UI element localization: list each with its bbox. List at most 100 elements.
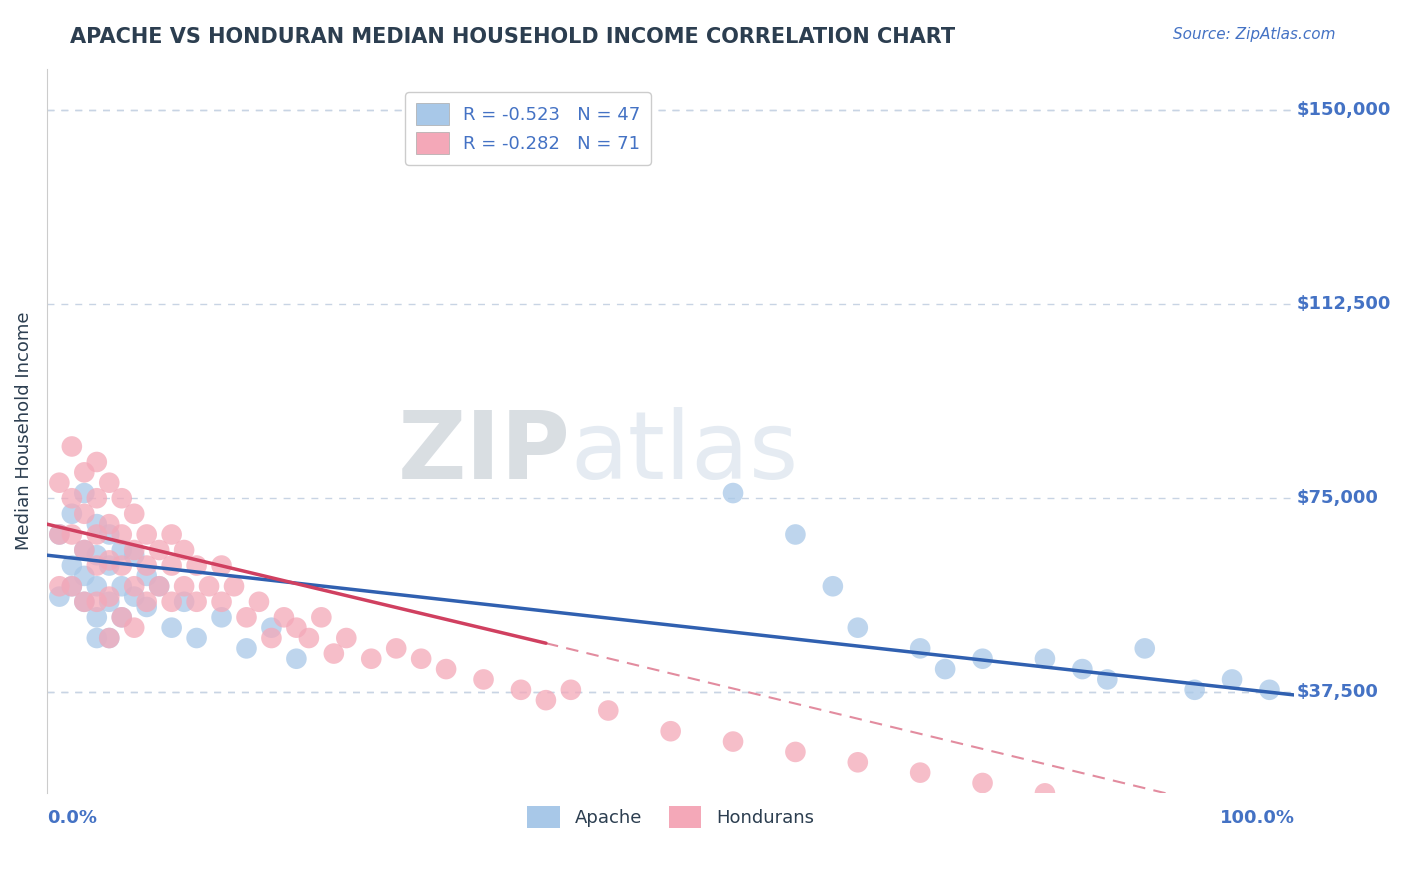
Point: [86, 517, 108, 532]
Point: [285, 621, 308, 635]
Point: [60, 440, 83, 454]
Point: [60, 579, 83, 593]
Point: [148, 543, 170, 558]
Point: [86, 455, 108, 469]
Point: [659, 724, 682, 739]
Point: [135, 599, 157, 614]
Text: atlas: atlas: [571, 407, 799, 499]
Point: [211, 558, 233, 573]
Point: [335, 631, 357, 645]
Point: [1159, 797, 1181, 811]
Point: [411, 651, 433, 665]
Point: [98, 553, 121, 567]
Point: [111, 558, 134, 573]
Point: [972, 651, 994, 665]
Point: [211, 595, 233, 609]
Point: [73, 595, 96, 609]
Point: [721, 486, 744, 500]
Point: [111, 527, 134, 541]
Point: [98, 631, 121, 645]
Point: [908, 641, 931, 656]
Point: [434, 662, 457, 676]
Point: [122, 543, 145, 558]
Point: [122, 621, 145, 635]
Point: [86, 491, 108, 506]
Point: [98, 631, 121, 645]
Point: [235, 641, 257, 656]
Point: [785, 527, 807, 541]
Point: [160, 621, 183, 635]
Point: [111, 610, 134, 624]
Point: [846, 756, 869, 770]
Point: [98, 590, 121, 604]
Text: 100.0%: 100.0%: [1219, 809, 1295, 827]
Point: [122, 579, 145, 593]
Point: [821, 579, 844, 593]
Point: [60, 558, 83, 573]
Point: [48, 475, 70, 490]
Point: [198, 579, 221, 593]
Point: [48, 579, 70, 593]
Point: [285, 651, 308, 665]
Point: [60, 507, 83, 521]
Point: [322, 647, 344, 661]
Point: [148, 579, 170, 593]
Point: [160, 595, 183, 609]
Point: [135, 595, 157, 609]
Point: [160, 558, 183, 573]
Point: [60, 491, 83, 506]
Point: [273, 610, 295, 624]
Point: [785, 745, 807, 759]
Point: [111, 491, 134, 506]
Point: [211, 610, 233, 624]
Point: [311, 610, 333, 624]
Point: [73, 595, 96, 609]
Point: [173, 579, 195, 593]
Point: [60, 527, 83, 541]
Point: [73, 486, 96, 500]
Point: [721, 734, 744, 748]
Point: [86, 548, 108, 562]
Point: [1033, 786, 1056, 800]
Point: [86, 579, 108, 593]
Point: [235, 610, 257, 624]
Text: APACHE VS HONDURAN MEDIAN HOUSEHOLD INCOME CORRELATION CHART: APACHE VS HONDURAN MEDIAN HOUSEHOLD INCO…: [70, 27, 956, 46]
Point: [98, 475, 121, 490]
Point: [73, 466, 96, 480]
Point: [186, 558, 208, 573]
Text: $37,500: $37,500: [1296, 683, 1379, 701]
Point: [1033, 651, 1056, 665]
Point: [534, 693, 557, 707]
Point: [1258, 682, 1281, 697]
Text: 0.0%: 0.0%: [46, 809, 97, 827]
Point: [122, 548, 145, 562]
Point: [73, 543, 96, 558]
Text: ZIP: ZIP: [398, 407, 571, 499]
Point: [186, 631, 208, 645]
Text: $112,500: $112,500: [1296, 295, 1392, 313]
Point: [298, 631, 321, 645]
Point: [98, 595, 121, 609]
Point: [73, 507, 96, 521]
Point: [1133, 641, 1156, 656]
Point: [260, 621, 283, 635]
Point: [510, 682, 533, 697]
Point: [598, 704, 620, 718]
Point: [385, 641, 408, 656]
Point: [73, 543, 96, 558]
Point: [98, 517, 121, 532]
Point: [60, 579, 83, 593]
Point: [1071, 662, 1094, 676]
Point: [186, 595, 208, 609]
Point: [48, 527, 70, 541]
Point: [122, 507, 145, 521]
Text: Source: ZipAtlas.com: Source: ZipAtlas.com: [1173, 27, 1336, 42]
Point: [148, 579, 170, 593]
Point: [86, 558, 108, 573]
Point: [98, 558, 121, 573]
Point: [48, 590, 70, 604]
Text: $75,000: $75,000: [1296, 489, 1379, 508]
Point: [222, 579, 245, 593]
Point: [86, 527, 108, 541]
Point: [73, 569, 96, 583]
